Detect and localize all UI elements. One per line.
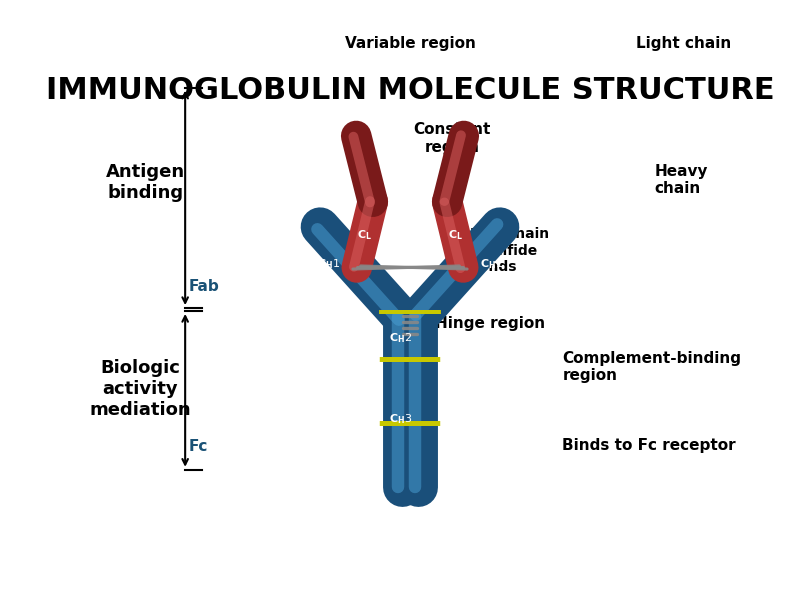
Text: Hinge region: Hinge region <box>434 316 545 331</box>
Text: Light chain: Light chain <box>636 36 731 51</box>
Text: Binds to Fc receptor: Binds to Fc receptor <box>562 438 736 453</box>
Text: Constant
region: Constant region <box>414 122 491 155</box>
Text: Variable region: Variable region <box>345 36 475 51</box>
Text: Antigen
binding: Antigen binding <box>106 163 186 202</box>
Text: Heavy
chain: Heavy chain <box>655 164 708 197</box>
Text: Fc: Fc <box>189 439 208 454</box>
Text: Interchain
disulfide
bonds: Interchain disulfide bonds <box>470 227 550 274</box>
Text: Fab: Fab <box>189 279 220 294</box>
Text: $\mathbf{C_L}$: $\mathbf{C_L}$ <box>448 228 462 242</box>
Text: Biologic
activity
mediation: Biologic activity mediation <box>90 359 191 418</box>
Text: $\mathbf{C_H}$2: $\mathbf{C_H}$2 <box>390 332 412 346</box>
Text: $\mathbf{C_H}$1: $\mathbf{C_H}$1 <box>317 257 340 271</box>
Text: $\mathbf{C_H}$1: $\mathbf{C_H}$1 <box>480 257 503 271</box>
Text: $\mathbf{C_H}$3: $\mathbf{C_H}$3 <box>389 412 412 426</box>
Text: Complement-binding
region: Complement-binding region <box>562 351 742 384</box>
Text: IMMUNOGLOBULIN MOLECULE STRUCTURE: IMMUNOGLOBULIN MOLECULE STRUCTURE <box>46 75 774 104</box>
Text: $\mathbf{C_L}$: $\mathbf{C_L}$ <box>358 228 372 242</box>
